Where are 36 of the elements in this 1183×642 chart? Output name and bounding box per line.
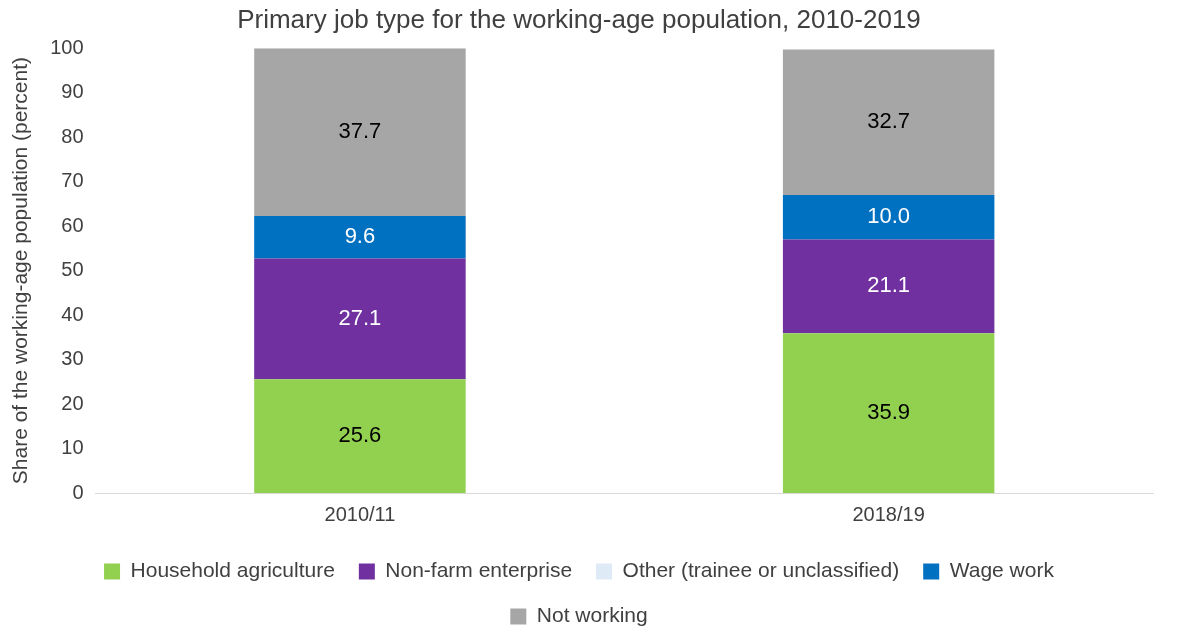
bar <box>254 379 466 493</box>
chart-title: Primary job type for the working-age population, 2010-2019 <box>237 3 921 34</box>
data-label: 27.1 <box>338 304 382 330</box>
legend-label: Household agriculture <box>130 558 335 582</box>
data-label: 35.9 <box>867 399 911 425</box>
bar <box>782 194 995 240</box>
y-tick-label: 90 <box>61 80 84 103</box>
y-tick-label: 0 <box>72 480 84 503</box>
x-tick-label: 2018/19 <box>852 502 925 525</box>
y-axis-title: Share of the working-age population (percent) <box>8 56 32 485</box>
y-tick-label: 30 <box>61 347 84 370</box>
bar <box>254 48 466 216</box>
y-tick-label: 50 <box>61 258 84 281</box>
y-tick-label: 100 <box>50 35 84 58</box>
bar <box>782 49 995 195</box>
legend-label: Wage work <box>949 558 1055 582</box>
data-label: 32.7 <box>867 108 911 134</box>
data-label: 21.1 <box>867 272 911 298</box>
bar <box>782 333 995 493</box>
x-tick-label: 2010/11 <box>324 502 396 525</box>
y-tick-label: 40 <box>61 302 84 325</box>
y-tick-label: 80 <box>61 124 84 147</box>
legend-label: Not working <box>536 603 648 627</box>
bar <box>254 258 466 380</box>
y-tick-label: 20 <box>61 391 84 414</box>
data-label: 37.7 <box>338 118 382 144</box>
legend-label: Other (trainee or unclassified) <box>622 558 900 582</box>
data-label: 10.0 <box>867 203 911 229</box>
data-label: 25.6 <box>338 422 382 448</box>
bar <box>254 215 466 259</box>
legend-label: Non-farm enterprise <box>385 558 573 582</box>
bar <box>782 239 995 334</box>
y-tick-label: 60 <box>61 213 84 236</box>
y-tick-label: 70 <box>61 169 84 192</box>
data-label: 9.6 <box>344 223 376 249</box>
y-tick-label: 10 <box>61 436 84 459</box>
